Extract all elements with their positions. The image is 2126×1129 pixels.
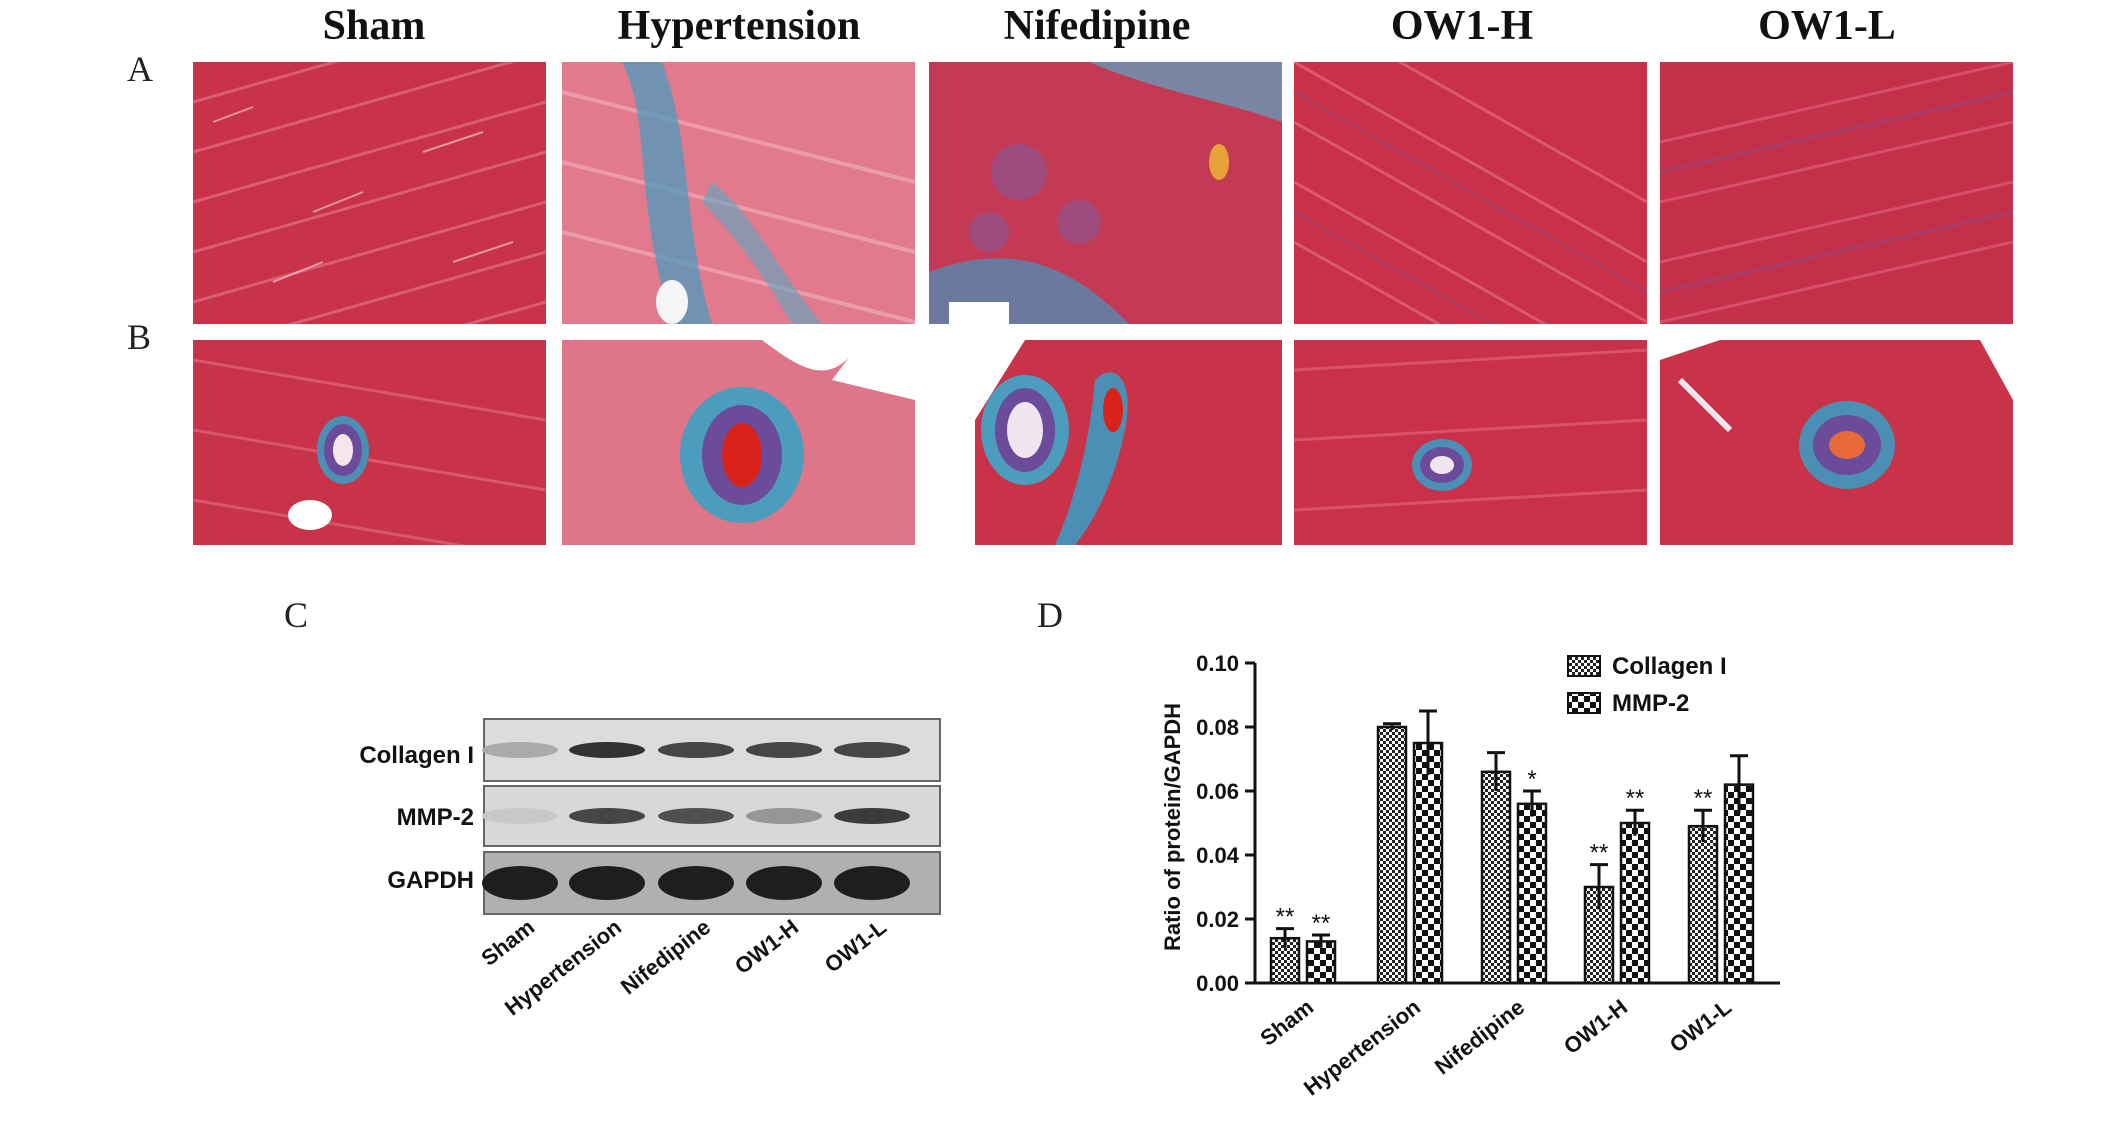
blot-band-gapdh-ow1-l bbox=[834, 866, 910, 900]
legend-swatch-mmp-2 bbox=[1567, 692, 1601, 714]
bar-collagen-i-hypertension bbox=[1376, 725, 1408, 985]
micrograph-a-sham bbox=[193, 62, 546, 324]
significance-marker: ** bbox=[1312, 910, 1331, 937]
x-tick-label-ow1-l: OW1-L bbox=[1665, 994, 1736, 1057]
y-tick-label: 0.04 bbox=[1196, 843, 1240, 868]
blot-band-mmp-2-sham bbox=[482, 808, 558, 824]
significance-marker: ** bbox=[1626, 785, 1645, 812]
micrograph-b-hypertension bbox=[562, 340, 915, 545]
significance-marker: * bbox=[1527, 766, 1536, 793]
blot-band-mmp-2-nifedipine bbox=[658, 808, 734, 824]
blot-band-mmp-2-ow1-l bbox=[834, 808, 910, 824]
bar-mmp-2-nifedipine bbox=[1516, 802, 1548, 985]
blot-band-gapdh-ow1-h bbox=[746, 866, 822, 900]
blot-band-collagen-i-nifedipine bbox=[658, 742, 734, 758]
micrograph-b-sham bbox=[193, 340, 546, 545]
micrograph-a-hypertension bbox=[562, 62, 915, 324]
group-title-hypertension: Hypertension bbox=[617, 3, 861, 49]
x-tick-label-nifedipine: Nifedipine bbox=[1430, 994, 1529, 1079]
panel-label-d: D bbox=[1037, 595, 1063, 635]
blot-band-collagen-i-sham bbox=[482, 742, 558, 758]
y-axis-label: Ratio of protein/GAPDH bbox=[1160, 703, 1185, 951]
blot-band-mmp-2-hypertension bbox=[569, 808, 645, 824]
micrograph-b-ow1h bbox=[1294, 340, 1647, 545]
micrograph-b-ow1l bbox=[1660, 340, 2013, 545]
bar-collagen-i-ow1-l bbox=[1687, 824, 1719, 985]
y-tick-label: 0.02 bbox=[1196, 907, 1239, 932]
group-title-sham: Sham bbox=[322, 3, 426, 49]
x-tick-label-hypertension: Hypertension bbox=[1299, 994, 1425, 1100]
x-tick-label-ow1-h: OW1-H bbox=[1559, 994, 1632, 1059]
blot-label-gapdh: GAPDH bbox=[387, 867, 474, 894]
row-label-a: A bbox=[127, 49, 153, 89]
y-tick-label: 0.08 bbox=[1196, 715, 1239, 740]
y-tick-label: 0.00 bbox=[1196, 971, 1239, 996]
x-tick-label-sham: Sham bbox=[1255, 994, 1318, 1051]
significance-marker: ** bbox=[1276, 904, 1295, 931]
blot-band-collagen-i-hypertension bbox=[569, 742, 645, 758]
blot-band-gapdh-sham bbox=[482, 866, 558, 900]
group-title-ow1l: OW1-L bbox=[1758, 3, 1896, 49]
bar-mmp-2-ow1-l bbox=[1723, 783, 1755, 985]
legend-label-collagen-i: Collagen I bbox=[1612, 653, 1727, 680]
blot-label-mmp2: MMP-2 bbox=[397, 804, 474, 831]
blot-band-collagen-i-ow1-h bbox=[746, 742, 822, 758]
micrograph-a-ow1h bbox=[1294, 62, 1647, 324]
blot-label-collagen: Collagen I bbox=[359, 742, 474, 769]
group-title-ow1h: OW1-H bbox=[1390, 3, 1534, 49]
bar-mmp-2-hypertension bbox=[1412, 741, 1444, 985]
legend-swatch-collagen-i bbox=[1567, 655, 1601, 677]
bar-collagen-i-nifedipine bbox=[1480, 770, 1512, 985]
legend-label-mmp-2: MMP-2 bbox=[1612, 690, 1689, 717]
significance-marker: ** bbox=[1694, 785, 1713, 812]
micrograph-a-ow1l bbox=[1660, 62, 2013, 324]
micrograph-b-nifedipine bbox=[975, 340, 1282, 545]
row-label-b: B bbox=[127, 317, 152, 357]
blot-band-gapdh-nifedipine bbox=[658, 866, 734, 900]
y-tick-label: 0.10 bbox=[1196, 651, 1239, 676]
micrograph-a-nifedipine bbox=[929, 62, 1282, 324]
blot-band-gapdh-hypertension bbox=[569, 866, 645, 900]
group-title-nifedipine: Nifedipine bbox=[1003, 3, 1191, 49]
blot-band-collagen-i-ow1-l bbox=[834, 742, 910, 758]
bar-mmp-2-sham bbox=[1305, 940, 1337, 985]
significance-marker: ** bbox=[1590, 840, 1609, 867]
y-tick-label: 0.06 bbox=[1196, 779, 1239, 804]
blot-band-mmp-2-ow1-h bbox=[746, 808, 822, 824]
bar-mmp-2-ow1-h bbox=[1619, 821, 1651, 985]
panel-label-c: C bbox=[284, 595, 309, 635]
